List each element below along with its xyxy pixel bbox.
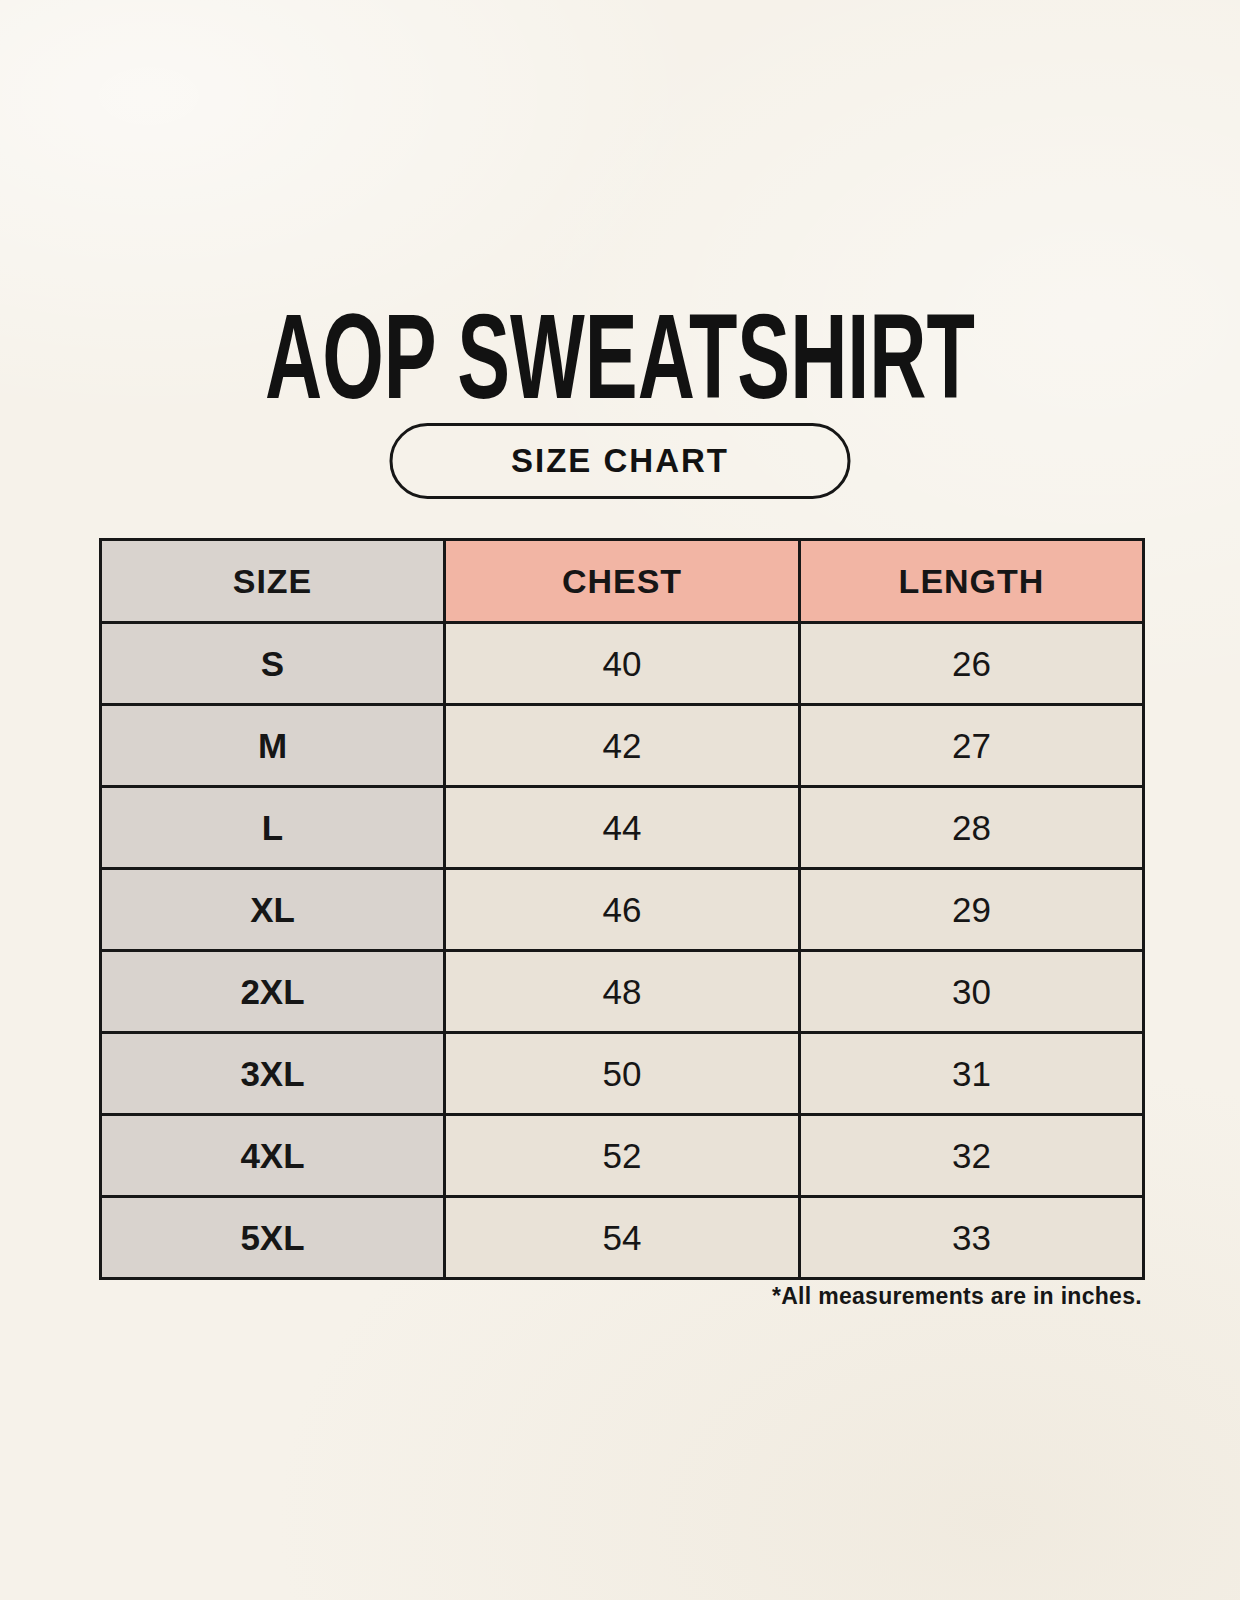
chest-value: 48 xyxy=(445,951,800,1033)
size-label: L xyxy=(101,787,445,869)
length-value: 31 xyxy=(800,1033,1144,1115)
table-row: M 42 27 xyxy=(101,705,1144,787)
size-label: 2XL xyxy=(101,951,445,1033)
chest-value: 42 xyxy=(445,705,800,787)
size-label: 5XL xyxy=(101,1197,445,1279)
measurements-footnote: *All measurements are in inches. xyxy=(772,1283,1142,1310)
column-header-chest: CHEST xyxy=(445,540,800,623)
length-value: 28 xyxy=(800,787,1144,869)
table-row: 5XL 54 33 xyxy=(101,1197,1144,1279)
chest-value: 50 xyxy=(445,1033,800,1115)
table-row: L 44 28 xyxy=(101,787,1144,869)
table-row: S 40 26 xyxy=(101,623,1144,705)
size-chart-table: SIZE CHEST LENGTH S 40 26 M 42 27 L 44 2… xyxy=(99,538,1145,1280)
length-value: 30 xyxy=(800,951,1144,1033)
length-value: 33 xyxy=(800,1197,1144,1279)
column-header-size: SIZE xyxy=(101,540,445,623)
size-label: M xyxy=(101,705,445,787)
size-chart-badge-label: SIZE CHART xyxy=(511,442,729,480)
size-label: XL xyxy=(101,869,445,951)
chest-value: 44 xyxy=(445,787,800,869)
table-row: 3XL 50 31 xyxy=(101,1033,1144,1115)
length-value: 27 xyxy=(800,705,1144,787)
length-value: 29 xyxy=(800,869,1144,951)
chest-value: 54 xyxy=(445,1197,800,1279)
length-value: 32 xyxy=(800,1115,1144,1197)
table-header-row: SIZE CHEST LENGTH xyxy=(101,540,1144,623)
table-row: 2XL 48 30 xyxy=(101,951,1144,1033)
table-row: XL 46 29 xyxy=(101,869,1144,951)
column-header-length: LENGTH xyxy=(800,540,1144,623)
size-label: 4XL xyxy=(101,1115,445,1197)
chest-value: 40 xyxy=(445,623,800,705)
size-chart-badge: SIZE CHART xyxy=(390,423,851,499)
chest-value: 46 xyxy=(445,869,800,951)
length-value: 26 xyxy=(800,623,1144,705)
table-row: 4XL 52 32 xyxy=(101,1115,1144,1197)
page-title: AOP SWEATSHIRT xyxy=(211,296,1029,416)
chest-value: 52 xyxy=(445,1115,800,1197)
size-label: 3XL xyxy=(101,1033,445,1115)
size-label: S xyxy=(101,623,445,705)
